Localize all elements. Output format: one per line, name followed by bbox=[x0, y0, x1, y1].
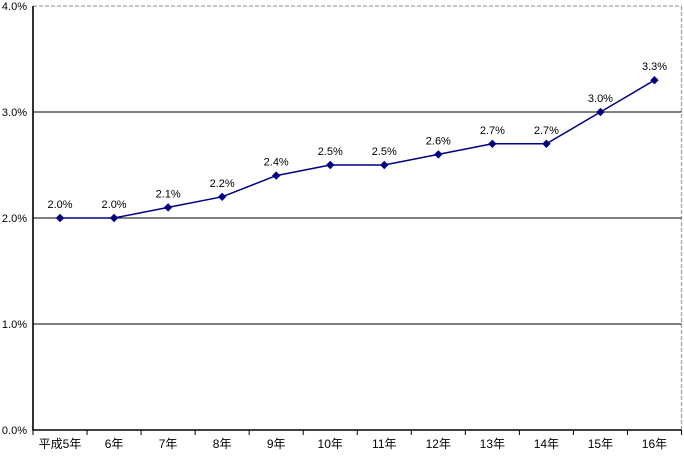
data-point-marker bbox=[109, 213, 119, 223]
x-tick-label: 11年 bbox=[372, 437, 396, 451]
x-tick-label: 7年 bbox=[159, 437, 178, 451]
x-tick-label: 14年 bbox=[534, 437, 559, 451]
data-point-label: 2.7% bbox=[534, 125, 559, 137]
y-tick-label: 4.0% bbox=[2, 1, 27, 13]
data-point-marker bbox=[596, 107, 605, 117]
x-tick-label: 10年 bbox=[318, 437, 343, 451]
data-point-label: 2.5% bbox=[372, 146, 397, 158]
data-point-label: 2.4% bbox=[264, 157, 289, 169]
data-point-marker bbox=[542, 139, 551, 149]
data-point-label: 2.2% bbox=[210, 178, 235, 190]
data-point-label: 3.0% bbox=[588, 93, 613, 105]
data-point-marker bbox=[326, 160, 335, 170]
data-point-marker bbox=[271, 171, 281, 180]
data-point-label: 2.0% bbox=[102, 199, 127, 211]
x-tick-label: 6年 bbox=[105, 437, 124, 451]
data-point-marker bbox=[163, 203, 173, 212]
x-tick-label: 平成5年 bbox=[39, 437, 82, 451]
data-point-marker bbox=[55, 213, 65, 223]
x-tick-label: 9年 bbox=[267, 437, 286, 451]
y-tick-label: 0.0% bbox=[2, 425, 27, 437]
x-tick-label: 8年 bbox=[213, 437, 232, 451]
x-tick-label: 16年 bbox=[642, 437, 667, 451]
data-series-line bbox=[60, 79, 655, 219]
x-tick-label: 12年 bbox=[426, 437, 451, 451]
y-tick-label: 1.0% bbox=[2, 319, 27, 331]
data-point-marker bbox=[488, 139, 497, 149]
data-point-marker bbox=[650, 75, 659, 85]
data-point-label: 2.1% bbox=[156, 188, 181, 200]
data-point-label: 2.6% bbox=[426, 135, 451, 147]
data-point-marker bbox=[434, 150, 443, 159]
y-tick-label: 3.0% bbox=[2, 107, 27, 119]
data-point-label: 2.0% bbox=[47, 199, 72, 211]
data-point-label: 2.5% bbox=[318, 146, 343, 158]
x-tick-label: 15年 bbox=[588, 437, 613, 451]
x-tick-label: 13年 bbox=[480, 437, 505, 451]
data-point-marker bbox=[380, 160, 389, 170]
data-point-label: 2.7% bbox=[480, 125, 505, 137]
data-point-label: 3.3% bbox=[642, 61, 667, 73]
data-point-marker bbox=[217, 192, 227, 202]
y-tick-label: 2.0% bbox=[2, 213, 27, 225]
